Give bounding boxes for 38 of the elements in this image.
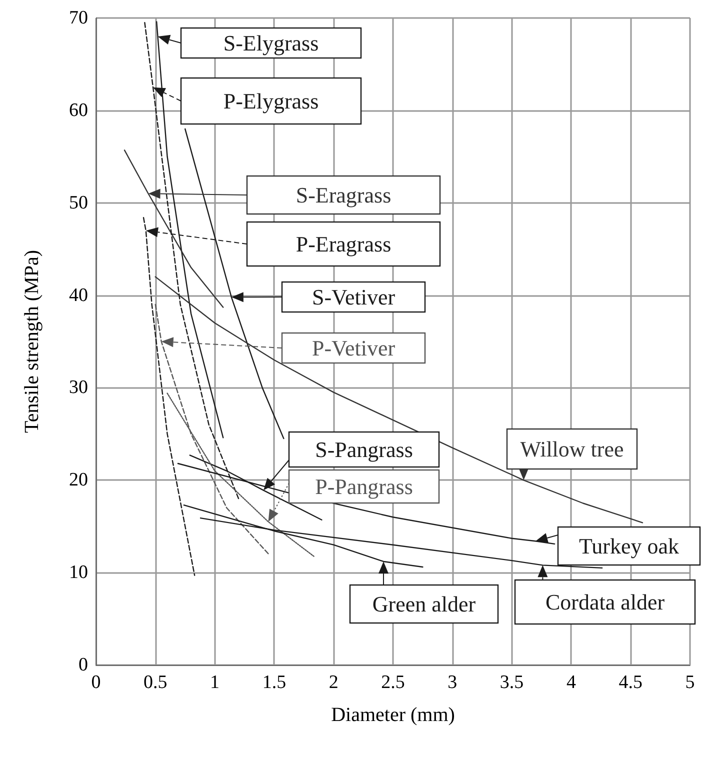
y-tick-label: 70 [69, 8, 88, 28]
x-tick-label: 3.5 [500, 672, 524, 693]
y-tick-label: 10 [69, 562, 88, 584]
x-tick-label: 2.5 [381, 672, 405, 693]
x-tick-label: 0 [91, 672, 101, 693]
y-tick-label: 20 [69, 470, 88, 491]
y-tick-label: 0 [78, 654, 88, 676]
legend-label: S-Eragrass [296, 182, 392, 208]
x-tick-label: 4.5 [618, 672, 642, 693]
series-label: Cordata alder [545, 590, 666, 614]
line-series [142, 217, 196, 576]
x-tick-label: 1 [210, 672, 220, 693]
y-tick-label: 40 [69, 284, 88, 306]
x-tick-label: 0.5 [144, 672, 168, 693]
text: S-Pangrass [315, 437, 413, 462]
legend-label: P-Vetiver [312, 336, 396, 360]
line-series [124, 150, 224, 308]
x-axis-title: Diameter (mm) [331, 704, 455, 726]
y-tick-label: 30 [69, 377, 88, 398]
x-tick-label: 3 [448, 672, 458, 693]
legend-label: Turkey oak [578, 534, 680, 558]
x-tick-label: 2 [328, 672, 338, 693]
x-tick-label: 1.5 [262, 672, 286, 693]
y-axis-title: Tensile strength (MPa) [21, 250, 43, 434]
series-label: Willow tree [520, 436, 624, 462]
x-tick-label: 4 [566, 672, 576, 693]
y-tick-label: 50 [69, 192, 88, 214]
line-series [184, 128, 284, 440]
legend-label: P-Elygrass [223, 88, 319, 114]
line-series [156, 21, 224, 438]
series-label: Green alder [372, 592, 476, 616]
legend-label: S-Vetiver [312, 284, 396, 310]
x-tick-label: 5 [685, 672, 695, 693]
legend-label: P-Eragrass [296, 232, 392, 256]
line-series [154, 276, 644, 524]
y-tick-label: 60 [69, 100, 88, 121]
legend-label: S-Elygrass [223, 30, 319, 56]
legend-label: P-Pangrass [315, 474, 413, 499]
